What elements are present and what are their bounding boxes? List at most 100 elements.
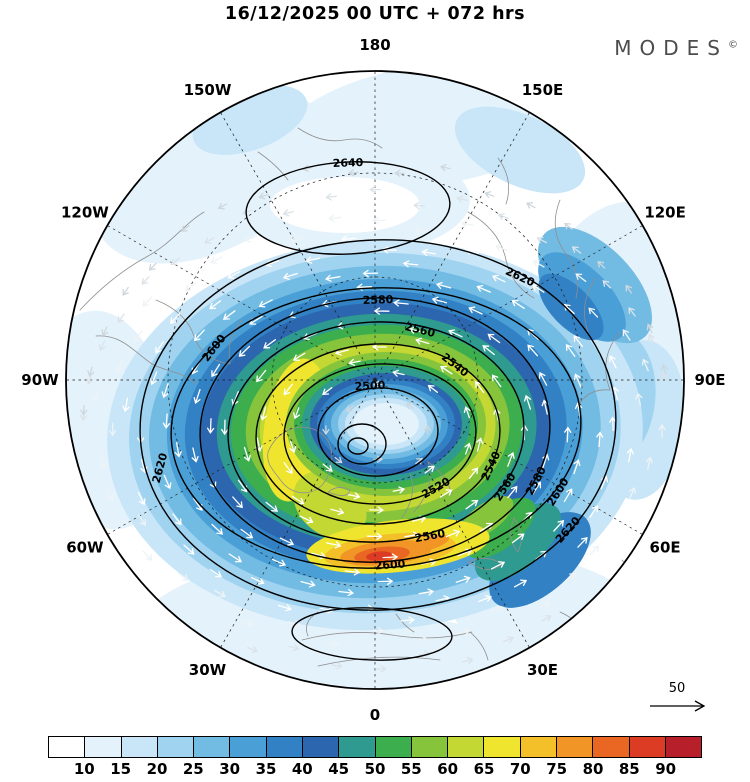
wind-arrow: [523, 394, 532, 410]
colorbar-tick-label: 45: [328, 760, 350, 778]
colorbar-cell: [85, 737, 122, 757]
wind-arrow: [263, 339, 277, 349]
wind-arrow: [448, 329, 463, 338]
wind-arrow: [251, 577, 265, 585]
wind-arrow: [424, 465, 435, 474]
colorbar-tick-label: 20: [146, 760, 168, 778]
contour-label: 2580: [362, 293, 393, 307]
wind-arrow: [99, 455, 107, 469]
wind-arrow: [478, 595, 493, 603]
wind-arrows: [79, 164, 669, 673]
wind-arrow: [457, 548, 473, 557]
wind-arrow: [347, 492, 361, 500]
wind-arrow: [588, 307, 599, 318]
wind-arrow: [283, 383, 294, 396]
wind-arrow: [408, 326, 425, 334]
wind-arrow: [204, 237, 215, 244]
path-graphic: [577, 331, 621, 407]
contour-lines: [139, 161, 617, 661]
wind-arrow: [394, 169, 405, 177]
ellipse-graphic: [170, 287, 582, 569]
ellipse-graphic: [538, 273, 604, 341]
wind-arrow: [372, 343, 387, 351]
wind-arrow: [174, 442, 182, 458]
ellipse-graphic: [199, 297, 551, 563]
colorbar-tick-label: 60: [437, 760, 459, 778]
longitude-label-60E: 60E: [650, 539, 681, 557]
ellipse-graphic: [291, 607, 453, 661]
map-boundary: [65, 70, 685, 690]
wind-arrow: [227, 270, 241, 279]
colorbar-cell: [302, 737, 340, 757]
wind-arrow: [413, 227, 428, 235]
path-graphic: [95, 335, 197, 385]
path-graphic: [301, 631, 473, 667]
wind-arrow: [375, 665, 387, 673]
wind-arrow: [482, 345, 495, 356]
colorbar-tick-label: 65: [473, 760, 495, 778]
wind-arrow: [238, 345, 251, 357]
wind-arrow: [193, 329, 205, 342]
colorbar-cell: [629, 737, 666, 757]
wind-arrow: [628, 487, 636, 500]
longitude-label-150E: 150E: [522, 81, 564, 99]
wind-arrow: [513, 579, 528, 588]
wind-arrow: [240, 620, 254, 627]
wind-arrow: [247, 646, 259, 654]
wind-arrow: [206, 418, 215, 434]
chart-title: 16/12/2025 00 UTC + 072 hrs: [224, 4, 526, 24]
wind-arrow: [465, 499, 479, 510]
wind-arrow: [277, 604, 292, 612]
wind-arrow: [117, 313, 125, 324]
wind-arrow: [259, 406, 267, 421]
wind-arrow: [589, 505, 598, 518]
wind-arrow: [462, 656, 474, 665]
longitude-label-30E: 30E: [527, 661, 558, 679]
path-graphic: [497, 157, 597, 333]
wind-arrow: [172, 513, 182, 526]
contour-label: 2640: [332, 156, 363, 170]
wind-arrow: [597, 260, 606, 269]
wind-arrow: [487, 333, 501, 344]
wind-arrow: [177, 572, 189, 581]
colorbar-cell: [230, 737, 267, 757]
wind-arrow: [137, 514, 146, 526]
wind-arrow: [392, 486, 406, 494]
path-graphic: [467, 199, 579, 299]
wind-arrow: [571, 246, 582, 254]
wind-arrow: [439, 489, 453, 498]
longitude-label-150W: 150W: [184, 81, 232, 99]
wind-arrow: [532, 481, 542, 495]
wind-arrow: [302, 164, 313, 173]
wind-arrow: [369, 506, 384, 514]
wind-arrow: [589, 545, 600, 556]
wind-arrow: [340, 235, 356, 243]
reference-arrow: 50: [650, 681, 706, 712]
wind-arrow: [538, 601, 551, 609]
wind-arrow: [573, 335, 583, 347]
ellipse-graphic: [227, 321, 525, 543]
wind-arrow: [293, 407, 301, 420]
wind-arrow: [183, 544, 195, 555]
wind-arrow: [563, 222, 573, 230]
ellipse-graphic: [255, 343, 501, 525]
wind-arrow: [393, 299, 409, 307]
wind-arrow: [622, 329, 631, 341]
path-graphic: [79, 211, 205, 311]
wind-arrow: [491, 274, 506, 283]
wind-arrow: [240, 528, 254, 539]
wind-arrow: [525, 202, 536, 209]
wind-arrow: [372, 380, 383, 389]
wind-arrow: [573, 373, 582, 388]
wind-arrow: [440, 365, 453, 375]
wind-arrow: [109, 422, 117, 437]
colorbar-tick-label: 75: [546, 760, 568, 778]
wind-arrow: [503, 636, 515, 643]
wind-arrow: [527, 344, 539, 357]
wind-arrow: [372, 216, 387, 225]
longitude-label-180: 180: [359, 36, 390, 54]
wind-arrow: [626, 447, 634, 463]
wind-arrow: [564, 426, 572, 443]
wind-arrow: [413, 635, 428, 643]
